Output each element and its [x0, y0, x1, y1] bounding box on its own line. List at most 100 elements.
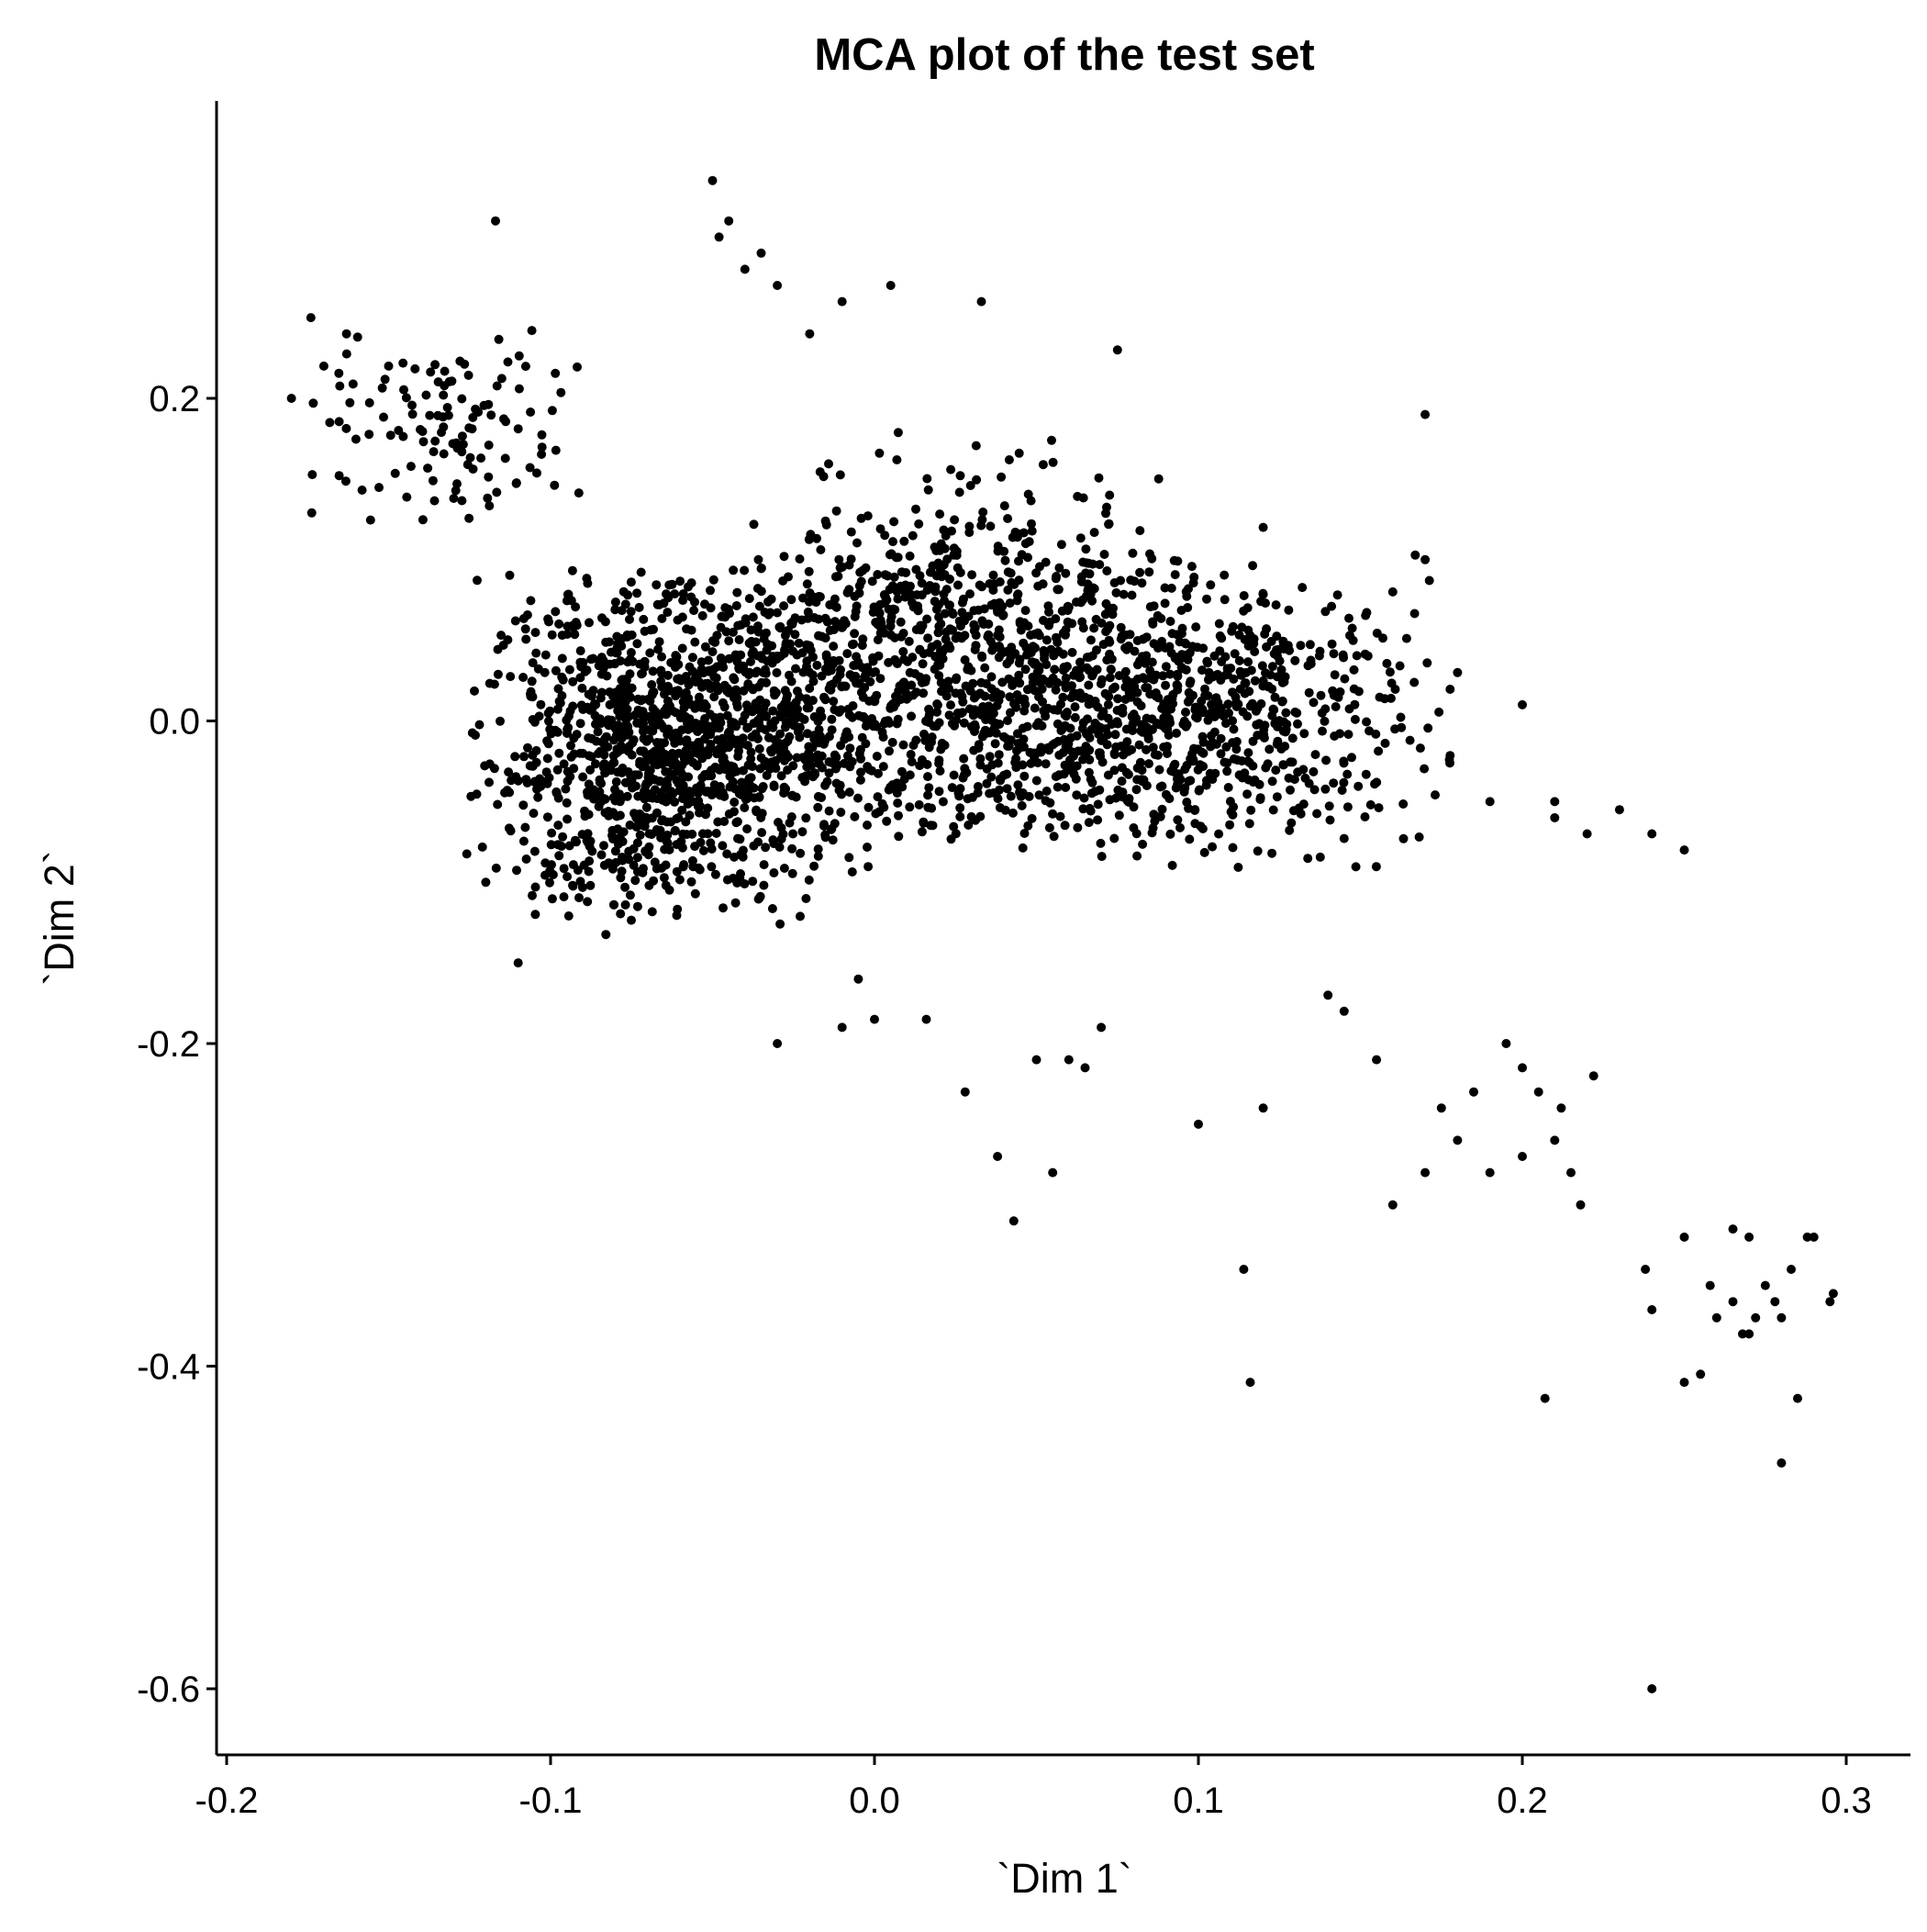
data-point: [972, 475, 982, 485]
y-axis-title: `Dim 2`: [36, 850, 83, 985]
data-point: [348, 379, 358, 389]
data-point: [525, 761, 535, 771]
data-point: [626, 648, 636, 657]
data-point: [621, 715, 631, 725]
data-point: [1184, 776, 1194, 787]
data-point: [778, 576, 788, 586]
data-point: [697, 610, 707, 620]
data-point: [1058, 692, 1068, 702]
data-point: [440, 366, 450, 376]
data-point: [308, 398, 318, 408]
data-point: [1127, 711, 1137, 721]
data-point: [1242, 711, 1253, 721]
data-point: [379, 412, 388, 422]
data-point: [1242, 789, 1253, 799]
data-point: [1679, 845, 1689, 855]
data-point: [1374, 746, 1384, 756]
data-point: [873, 570, 883, 579]
data-point: [801, 894, 811, 903]
data-point: [559, 892, 569, 902]
data-point: [1015, 654, 1025, 664]
data-point: [335, 381, 345, 391]
data-point: [682, 735, 692, 745]
data-point: [744, 594, 754, 604]
data-point: [1271, 600, 1281, 610]
data-point: [605, 637, 614, 647]
data-point: [734, 663, 744, 673]
data-point: [1380, 738, 1390, 748]
data-point: [659, 873, 669, 883]
data-point: [960, 1087, 970, 1097]
data-point: [791, 792, 801, 802]
data-point: [857, 663, 867, 673]
y-tick-label: -0.4: [137, 1347, 200, 1388]
data-point: [1231, 692, 1241, 702]
data-point: [660, 738, 670, 748]
data-point: [561, 784, 571, 794]
data-point: [611, 857, 621, 867]
data-point: [998, 610, 1008, 620]
data-point: [686, 877, 696, 887]
data-point: [834, 554, 844, 564]
data-point: [1051, 614, 1061, 624]
data-point: [898, 740, 908, 750]
data-point: [753, 894, 763, 904]
data-point: [1014, 670, 1024, 680]
data-point: [1225, 820, 1235, 830]
data-point: [656, 676, 666, 687]
data-point: [1061, 742, 1071, 752]
data-point: [1159, 713, 1169, 723]
points-layer: [286, 175, 1838, 1693]
data-point: [681, 687, 691, 698]
data-point: [644, 711, 654, 721]
data-point: [863, 821, 872, 830]
data-point: [596, 653, 607, 663]
data-point: [671, 663, 680, 672]
data-point: [648, 666, 658, 676]
data-point: [716, 622, 726, 632]
data-point: [551, 368, 561, 378]
data-point: [567, 565, 577, 575]
data-point: [664, 580, 674, 590]
data-point: [626, 577, 636, 587]
data-point: [1364, 726, 1375, 736]
data-point: [597, 613, 607, 623]
data-point: [816, 545, 826, 554]
data-point: [644, 829, 654, 839]
data-point: [768, 706, 778, 716]
data-point: [1335, 687, 1345, 697]
data-point: [1005, 598, 1015, 609]
data-point: [616, 794, 626, 803]
data-point: [1420, 409, 1431, 419]
data-point: [529, 776, 540, 787]
data-point: [1002, 647, 1012, 656]
data-point: [601, 930, 611, 940]
data-point: [927, 567, 937, 577]
data-point: [816, 706, 826, 716]
data-point: [480, 761, 490, 771]
data-point: [1019, 618, 1030, 628]
data-point: [1007, 577, 1017, 587]
data-point: [798, 593, 808, 603]
data-point: [1321, 755, 1331, 765]
data-point: [1312, 809, 1322, 819]
data-point: [555, 698, 565, 708]
data-point: [742, 741, 752, 751]
data-point: [1014, 448, 1024, 458]
data-point: [591, 699, 601, 709]
data-point: [1107, 720, 1117, 730]
data-point: [1051, 632, 1061, 642]
data-point: [628, 783, 637, 793]
data-point: [1149, 639, 1159, 649]
data-point: [1349, 684, 1359, 694]
data-point: [1410, 550, 1420, 560]
data-point: [739, 765, 748, 776]
data-point: [615, 684, 625, 694]
data-point: [1401, 633, 1411, 643]
data-point: [1285, 825, 1295, 835]
data-point: [856, 767, 865, 777]
data-point: [685, 789, 696, 799]
data-point: [1202, 594, 1211, 604]
x-tick-label: -0.1: [519, 1781, 583, 1821]
data-point: [1104, 635, 1114, 645]
